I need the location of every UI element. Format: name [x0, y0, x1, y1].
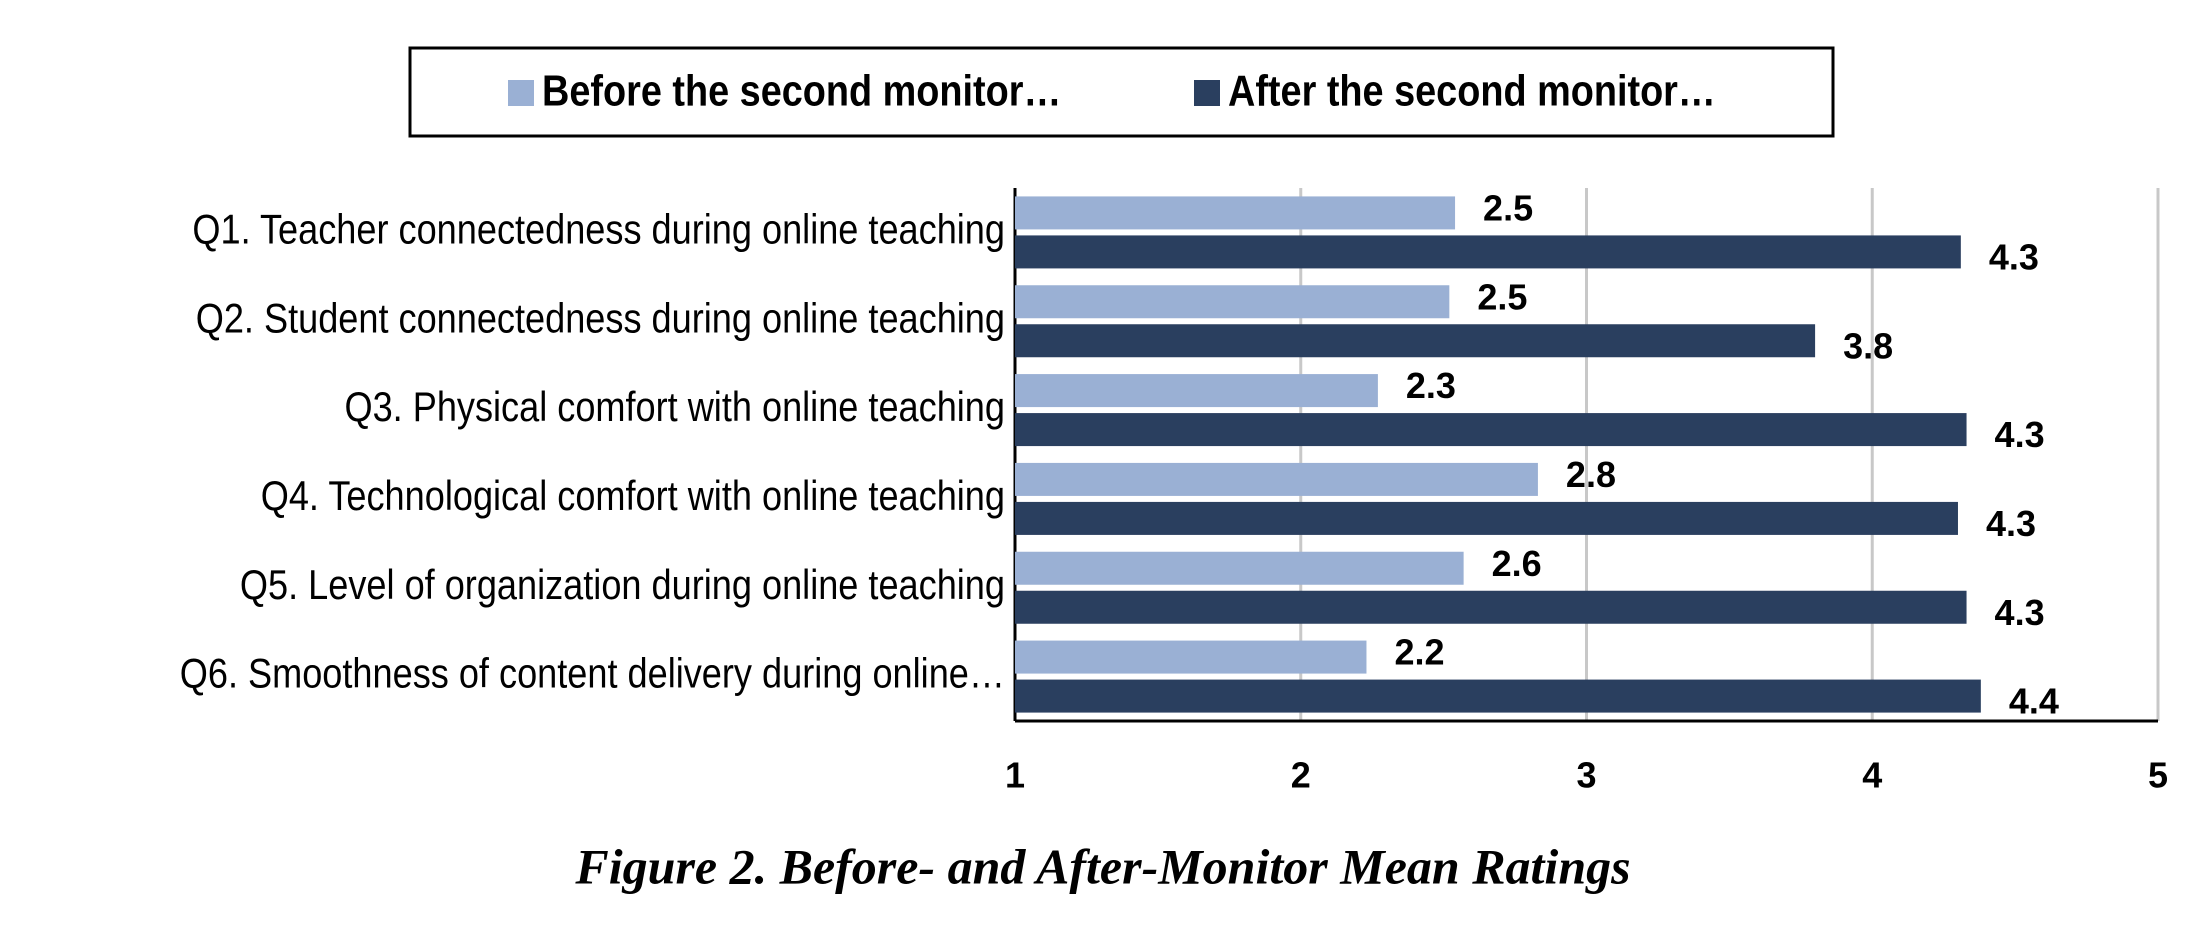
x-tick-label: 4	[1862, 755, 1882, 796]
legend-swatch	[508, 80, 534, 106]
data-label: 4.4	[2009, 681, 2059, 722]
y-tick-label: Q6. Smoothness of content delivery durin…	[180, 650, 1005, 697]
x-tick-label: 2	[1291, 755, 1311, 796]
y-tick-label: Q2. Student connectedness during online …	[196, 294, 1005, 341]
bar	[1015, 196, 1456, 230]
legend-swatch	[1194, 80, 1220, 106]
bar	[1015, 640, 1367, 674]
x-tick-label: 5	[2148, 755, 2168, 796]
data-label: 2.3	[1406, 365, 1456, 406]
y-tick-label: Q5. Level of organization during online …	[240, 561, 1005, 608]
bar	[1015, 679, 1981, 713]
data-label: 2.8	[1566, 454, 1616, 495]
chart-title: Figure 2. Before- and After-Monitor Mean…	[574, 838, 1630, 894]
x-tick-label: 3	[1576, 755, 1596, 796]
x-tick-label: 1	[1005, 755, 1025, 796]
bar	[1015, 324, 1816, 358]
legend-label: Before the second monitor…	[542, 67, 1061, 116]
data-label: 2.5	[1483, 187, 1533, 228]
y-tick-label: Q1. Teacher connectedness during online …	[192, 206, 1005, 253]
y-tick-label: Q4. Technological comfort with online te…	[261, 472, 1005, 519]
data-label: 4.3	[1989, 236, 2039, 277]
data-label: 2.5	[1477, 276, 1527, 317]
data-label: 2.2	[1394, 632, 1444, 673]
data-label: 4.3	[1995, 414, 2045, 455]
bar	[1015, 501, 1958, 535]
data-label: 4.3	[1986, 503, 2036, 544]
data-label: 4.3	[1995, 592, 2045, 633]
y-tick-label: Q3. Physical comfort with online teachin…	[344, 383, 1005, 430]
legend-box	[408, 46, 1835, 138]
data-label: 3.8	[1843, 325, 1893, 366]
bar	[1015, 413, 1967, 447]
bar	[1015, 235, 1961, 269]
bar	[1015, 590, 1967, 624]
legend-label: After the second monitor…	[1228, 67, 1716, 116]
bar	[1015, 551, 1464, 585]
bar	[1015, 462, 1538, 496]
bar	[1015, 285, 1450, 319]
bar	[1015, 374, 1378, 408]
data-label: 2.6	[1492, 543, 1542, 584]
